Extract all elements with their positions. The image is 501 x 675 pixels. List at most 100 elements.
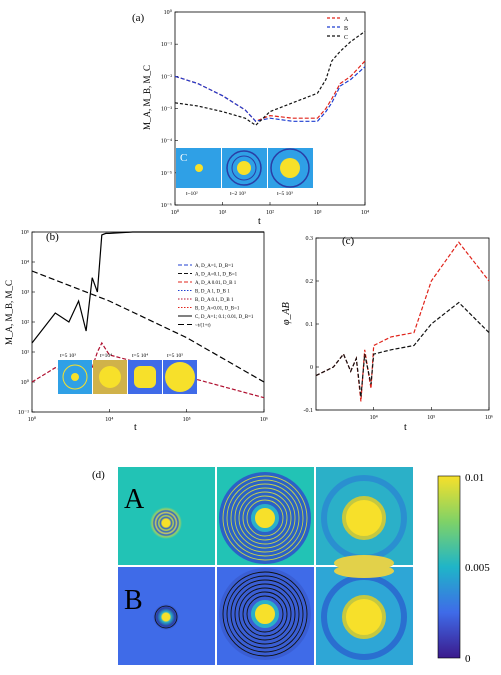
legend-a-label: A: [344, 17, 349, 23]
y-tick-label: 10⁰: [164, 9, 173, 16]
inset-b-caption-3: t=5 10⁴: [132, 353, 148, 359]
y-tick-label: 10⁴: [21, 260, 29, 266]
legend-label: A, D_A 0.01, D_B 1: [195, 281, 237, 286]
concentric-ring: [242, 591, 288, 637]
legend-label: A, D_A=0.1, D_B=1: [195, 273, 238, 278]
y-tick-label: 10⁻³: [161, 107, 172, 113]
snapshot-a-3-drop: [342, 496, 386, 540]
series-line-c: [174, 30, 366, 127]
snapshot-a-2-drop: [251, 504, 279, 532]
concentric-ring: [238, 491, 292, 545]
x-tick-label: 10³: [314, 210, 322, 216]
panel-c-axes: [315, 237, 490, 411]
panel-c-y-ticks: 0.3 0.2 0.1 0 -0.1: [304, 236, 319, 414]
x-tick-label: 10⁴: [105, 417, 113, 423]
y-tick-label: 10⁻⁵: [161, 171, 172, 177]
legend-label: B, D_A 0.1, D_B 1: [195, 298, 234, 303]
inset-b-frame-1-pattern: [62, 364, 88, 390]
y-tick-label: 10⁰: [21, 379, 30, 386]
legend-b-label: B: [344, 26, 348, 32]
inset-a-frame-1-drop: [195, 164, 203, 172]
inset-a-frame-2-drop: [237, 161, 251, 175]
panel-d-label: (d): [92, 469, 105, 481]
y-tick-label: 0.1: [306, 322, 314, 328]
concentric-ring: [222, 475, 308, 561]
panel-c-x-ticks: 10⁴ 10⁵ 10⁶: [370, 407, 493, 421]
inset-b-caption-4: t=5 10⁵: [167, 353, 183, 359]
y-tick-label: -0.1: [304, 408, 314, 414]
inset-a-frame-3-rings: [270, 148, 310, 188]
panel-b-x-label: t: [134, 422, 137, 433]
concentric-ring: [246, 595, 284, 633]
panel-a-series: [174, 30, 366, 127]
series-line-a: [174, 60, 366, 123]
snapshot-a-1-pattern: [150, 507, 182, 539]
panel-a-x-label: t: [258, 216, 261, 227]
panel-b-y-label: M_A, M_B, M_C: [4, 280, 14, 345]
y-tick-label: 0.2: [306, 279, 314, 285]
snapshot-b-2-drop: [251, 600, 279, 628]
y-tick-label: 10⁻¹: [18, 410, 29, 416]
panel-b-inset: t=5 10³ t=10⁴ t=5 10⁴ t=5 10⁵: [58, 353, 197, 394]
snapshot-b-1-pattern: [153, 604, 179, 630]
panel-c-x-label: t: [404, 422, 407, 433]
x-tick-label: 10⁰: [28, 416, 37, 423]
concentric-ring: [226, 479, 304, 557]
panel-c-y-label: φ_AB: [281, 302, 292, 325]
inset-b-frame-4-core: [165, 362, 195, 392]
legend-label: B, D_A=0.01, D_B=1: [195, 307, 240, 312]
series-line--t-1-t-: [31, 270, 265, 383]
legend-label: ~t/(1+t): [195, 324, 211, 329]
concentric-ring: [246, 499, 284, 537]
panel-b-label: (b): [46, 231, 59, 243]
inset-b-caption-1: t=5 10³: [60, 353, 76, 359]
inset-a-caption-3: t~5 10³: [277, 191, 293, 197]
concentric-ring: [238, 587, 292, 641]
colorbar: [437, 475, 461, 659]
y-tick-label: 10³: [21, 290, 29, 296]
series-line-c-d-a-1-0-1-0-01-d-b-1: [31, 231, 264, 344]
inset-a-caption-1: t~10²: [186, 191, 198, 197]
panel-a-legend: A B C: [327, 17, 349, 41]
concentric-ring: [234, 583, 296, 645]
concentric-ring: [242, 495, 288, 541]
y-tick-label: 10²: [21, 320, 29, 326]
snapshot-b-3-edge: [334, 564, 394, 578]
x-tick-label: 10⁵: [183, 417, 191, 423]
x-tick-label: 10⁶: [485, 415, 493, 421]
inset-b-caption-2: t=10⁴: [100, 353, 112, 359]
colorbar-tick-max: 0.01: [465, 472, 484, 484]
panel-c-series: [315, 241, 490, 402]
y-tick-label: 10⁻¹: [161, 42, 172, 48]
x-tick-label: 10⁰: [171, 209, 180, 216]
legend-label: C, D_A=1; 0.1; 0.01, D_B=1: [195, 315, 254, 320]
inset-a-letter: C: [180, 152, 187, 164]
inset-b-frame-2-core: [99, 366, 121, 388]
y-tick-label: 10¹: [21, 350, 29, 356]
y-tick-label: 10⁻⁶: [161, 203, 172, 209]
legend-label: A, D_A=1, D_B=1: [195, 264, 234, 269]
inset-a-frame-3-drop: [280, 158, 300, 178]
panel-a-label: (a): [132, 12, 145, 24]
series-line-red: [315, 241, 490, 402]
colorbar-tick-mid: 0.005: [465, 562, 490, 574]
concentric-ring: [234, 487, 296, 549]
series-line-black: [315, 301, 490, 398]
x-tick-label: 10⁶: [260, 417, 268, 423]
inset-a-frame-2-ring: [231, 155, 257, 181]
panel-b-x-ticks: 10⁰ 10⁴ 10⁵ 10⁶: [28, 409, 268, 423]
x-tick-label: 10⁴: [370, 415, 378, 421]
x-tick-label: 10²: [266, 210, 274, 216]
y-tick-label: 10⁻²: [161, 74, 172, 80]
panel-c-label: (c): [342, 235, 355, 247]
panel-c: (c) 0.3 0.2 0.1 0 -0.1 10⁴ 10⁵ 10⁶ φ_AB t: [281, 235, 493, 433]
panel-a-x-ticks: 10⁰ 10¹ 10² 10³ 10⁴: [171, 202, 369, 216]
inset-b-frame-3-core: [134, 366, 156, 388]
snapshot-b-1-ring: [154, 605, 178, 629]
colorbar-tick-min: 0: [465, 653, 471, 665]
series-line-b: [174, 66, 366, 122]
concentric-ring: [230, 579, 300, 649]
